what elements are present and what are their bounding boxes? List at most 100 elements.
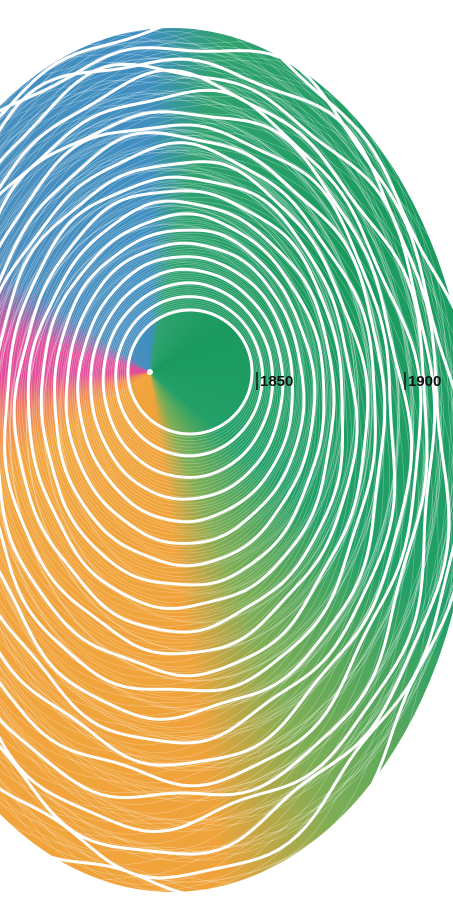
ring-label: 1850 (260, 373, 293, 390)
ring-line (0, 164, 367, 673)
ring-line (0, 57, 451, 856)
ring-line (45, 223, 318, 577)
ring-line (0, 92, 415, 784)
ring-line (2, 169, 357, 652)
ring-line (112, 293, 265, 461)
ring-line (0, 36, 453, 861)
ring-line (122, 303, 258, 445)
ring-line (69, 245, 301, 536)
ring-line (0, 75, 428, 801)
ring-line (3, 175, 359, 656)
ring-line (57, 233, 313, 561)
ring-line (97, 277, 277, 488)
ring-line (0, 84, 430, 802)
ring-line (126, 308, 254, 436)
ring-line (0, 131, 387, 721)
ring-line (0, 103, 415, 772)
ring-line (0, 75, 444, 830)
ring-line (0, 122, 400, 742)
ring-line (120, 301, 259, 448)
ring-line (60, 237, 309, 554)
ring-line (0, 152, 373, 698)
ring-line (59, 235, 311, 557)
ring-line (105, 285, 271, 474)
ring-line (0, 58, 453, 861)
ring-line (0, 116, 399, 759)
ring-line (0, 50, 442, 835)
ring-line (0, 60, 448, 853)
ring-line (0, 93, 429, 799)
ring-line (0, 149, 376, 701)
ring-line (9, 182, 352, 644)
ring-lines (0, 10, 453, 897)
ring-line (0, 46, 453, 880)
ring-line (114, 295, 264, 458)
ring-line (0, 130, 387, 723)
ring-line (125, 307, 254, 438)
ring-line (61, 239, 307, 551)
ring-line (110, 291, 267, 464)
ring-line (0, 54, 442, 845)
ring-line (0, 61, 439, 850)
ring-line (80, 259, 291, 518)
ring-line (35, 207, 329, 594)
ring-line (0, 149, 371, 681)
ring-line (24, 197, 342, 621)
ring-line (0, 141, 377, 693)
ring-line (48, 223, 318, 573)
ring-line (101, 281, 275, 479)
ring-line (0, 91, 413, 768)
ring-line (76, 255, 294, 524)
ring-line (86, 264, 287, 507)
ring-line (31, 205, 332, 603)
ring-line (0, 93, 425, 794)
ring-line (0, 30, 453, 865)
ring-line (76, 253, 297, 527)
ring-line (0, 95, 414, 771)
ring-line (0, 148, 373, 686)
ring-line (124, 305, 256, 441)
ring-line (71, 248, 300, 534)
ring-line (53, 228, 317, 568)
ring-line (0, 68, 429, 800)
ring-line (0, 167, 359, 663)
ring-line (34, 205, 331, 598)
ring-line (89, 267, 285, 501)
ring-line (38, 210, 328, 593)
ring-line (9, 185, 348, 641)
ring-line (0, 115, 399, 742)
ring-line (0, 89, 415, 775)
ring-line (99, 279, 276, 484)
ring-line (88, 266, 286, 504)
ring-line (17, 186, 345, 627)
ring-line (10, 181, 355, 648)
ring-line (0, 78, 434, 822)
ring-line (0, 46, 453, 863)
ring-line (0, 163, 369, 678)
ring-line (0, 16, 453, 891)
ring-line (0, 149, 373, 693)
ring-line (0, 154, 371, 682)
ring-line (118, 299, 261, 451)
ring-line (0, 57, 453, 855)
ring-line (116, 297, 262, 455)
ring-line (74, 251, 299, 531)
ring-line (0, 88, 423, 788)
ring-line (0, 160, 370, 678)
ring-line (0, 62, 437, 834)
ring-line (64, 241, 306, 545)
pith (147, 369, 153, 375)
ring-line (107, 287, 270, 471)
ring-line (50, 224, 316, 569)
ring-line (0, 167, 359, 657)
ring-line (67, 243, 303, 539)
ring-line (0, 75, 440, 824)
ring-line (26, 199, 336, 611)
ring-line (109, 289, 268, 468)
ring-line (94, 273, 281, 494)
ring-label: 1900 (408, 373, 441, 390)
ring-line (84, 262, 289, 510)
ring-line (0, 123, 397, 745)
